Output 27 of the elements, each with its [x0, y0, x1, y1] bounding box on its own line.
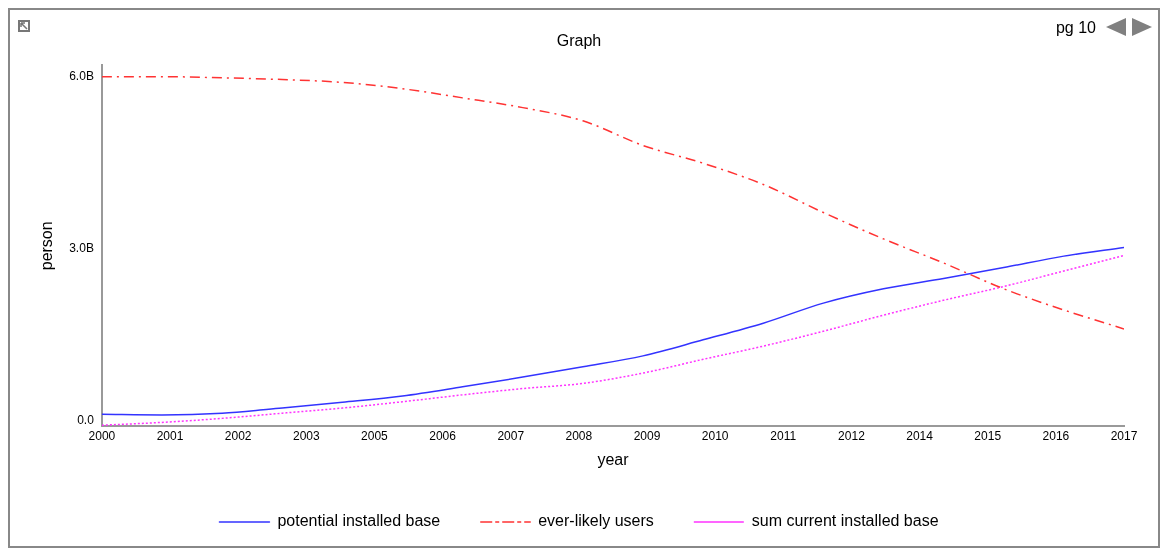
chart-title: Graph — [556, 32, 602, 50]
x-tick-label: 2014 — [906, 428, 934, 443]
x-tick-label: 2006 — [429, 428, 457, 443]
x-tick-label: 2015 — [974, 428, 1002, 443]
legend-label: ever-likely users — [538, 512, 654, 530]
y-tick-label: 0.0 — [77, 412, 95, 427]
x-tick-label: 2012 — [838, 428, 866, 443]
legend-label: potential installed base — [277, 512, 441, 530]
y-tick-label: 3.0B — [69, 240, 94, 255]
x-tick-label: 2007 — [497, 428, 525, 443]
x-tick-label: 2000 — [88, 428, 116, 443]
x-axis-title: year — [597, 450, 630, 468]
x-tick-label: 2002 — [224, 428, 252, 443]
x-tick-label: 2001 — [156, 428, 184, 443]
text: pg 10 — [1055, 19, 1096, 36]
y-tick-label: 6.0B — [69, 68, 94, 83]
x-tick-label: 2003 — [292, 428, 320, 443]
legend-label: sum current installed base — [751, 512, 939, 530]
y-axis-title: person — [38, 221, 56, 271]
x-tick-label: 2016 — [1042, 428, 1070, 443]
x-tick-label: 2009 — [633, 428, 661, 443]
x-tick-label: 2010 — [701, 428, 729, 443]
line-series — [101, 75, 1124, 330]
x-tick-label: 2011 — [770, 428, 797, 443]
x-tick-label: 2008 — [565, 428, 593, 443]
x-tick-label: 2017 — [1110, 428, 1138, 443]
x-tick-label: 2005 — [361, 428, 389, 443]
